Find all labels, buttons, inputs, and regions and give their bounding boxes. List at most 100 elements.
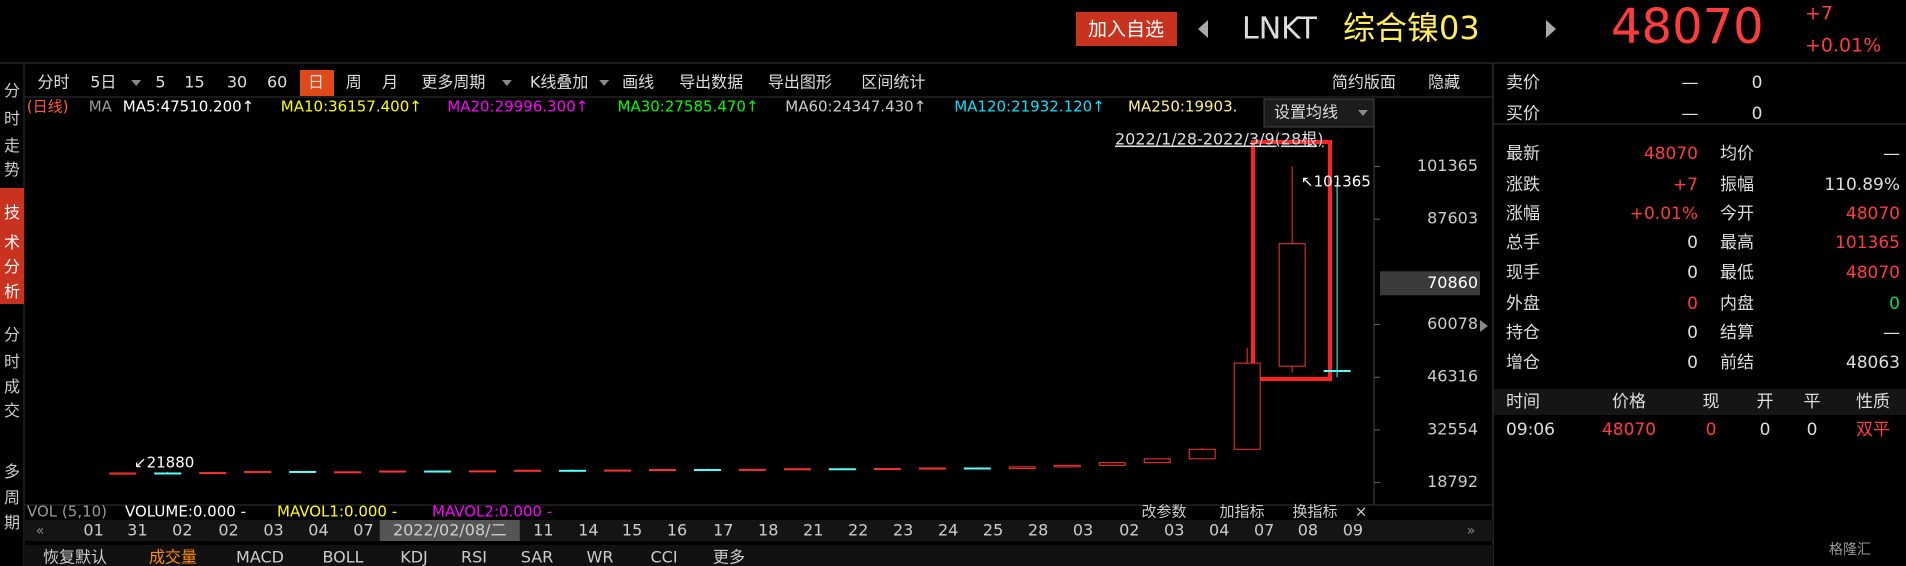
trade-cell: 0: [1706, 420, 1717, 440]
indicator-tab[interactable]: 更多: [713, 548, 745, 566]
candle-body: [244, 470, 272, 474]
toolbar-button[interactable]: 隐藏: [1428, 73, 1460, 92]
trade-cell: 09:06: [1506, 420, 1555, 440]
side-tab[interactable]: 分时成交: [4, 325, 20, 420]
dropdown-arrow[interactable]: [501, 80, 512, 86]
ma-value: MA20:29996.300↑: [447, 98, 588, 116]
stat-label: 持仓: [1506, 323, 1540, 343]
stat-label: 内盘: [1720, 294, 1754, 314]
stat-value: 0: [1687, 353, 1698, 373]
ma-value: MA: [89, 98, 113, 116]
candle-body: [873, 468, 901, 471]
annotation: ↙21880: [134, 454, 194, 472]
next-arrow[interactable]: [1546, 20, 1556, 38]
dropdown-arrow[interactable]: [131, 80, 142, 86]
toolbar-button[interactable]: 画线: [622, 73, 654, 92]
x-tick-label: 04: [308, 521, 328, 540]
toolbar-button[interactable]: K线叠加: [530, 73, 589, 92]
stat-label: 最高: [1720, 233, 1754, 253]
x-tick-label: 31: [127, 521, 147, 540]
toolbar-button[interactable]: 5: [155, 73, 165, 92]
toolbar-button[interactable]: 区间统计: [861, 73, 925, 92]
toolbar-button[interactable]: 60: [267, 73, 287, 92]
dropdown-arrow[interactable]: [599, 80, 610, 86]
toolbar-button[interactable]: 30: [227, 73, 247, 92]
candle-body: [738, 468, 766, 471]
stat-label: 现手: [1506, 263, 1540, 283]
candle-body: [1188, 448, 1216, 460]
indicator-button[interactable]: ×: [1355, 503, 1368, 521]
toolbar-button[interactable]: 导出图形: [768, 73, 832, 92]
toolbar-button[interactable]: 导出数据: [679, 73, 743, 92]
panel-toggle[interactable]: [1480, 320, 1488, 332]
toolbar-button[interactable]: 更多周期: [421, 73, 485, 92]
stat-value: 48063: [1846, 353, 1900, 373]
stat-value: 0: [1687, 233, 1698, 253]
y-tick-label: 101365: [1417, 156, 1478, 175]
stat-label: 最低: [1720, 263, 1754, 283]
toolbar-button[interactable]: 15: [184, 73, 204, 92]
candle-body: [783, 468, 811, 471]
side-tab[interactable]: 技术分析: [4, 203, 20, 301]
stat-label: 涨幅: [1506, 204, 1540, 224]
toolbar-button[interactable]: 简约版面: [1332, 73, 1396, 92]
candle-body: [1143, 458, 1171, 464]
x-tick-label: 21: [803, 521, 823, 540]
candle-body: [693, 469, 721, 472]
side-tab[interactable]: 多周期: [4, 462, 20, 532]
watchlist-button[interactable]: 加入自选: [1088, 19, 1164, 41]
toolbar-button[interactable]: 5日: [90, 73, 116, 92]
x-tick-label: 18: [758, 521, 778, 540]
candle-body: [648, 469, 676, 472]
quote-volume: 0: [1752, 73, 1763, 93]
scroll-right[interactable]: »: [1467, 523, 1476, 539]
toolbar-button[interactable]: 分时: [37, 73, 69, 92]
trade-header: 现: [1703, 392, 1720, 412]
stat-label: 前结: [1720, 353, 1754, 373]
stat-label: 振幅: [1720, 175, 1754, 195]
toolbar-button[interactable]: 月: [382, 73, 398, 92]
quote-price: —: [1682, 104, 1699, 124]
candle-body: [1323, 370, 1351, 373]
ma-settings[interactable]: 设置均线: [1274, 103, 1338, 122]
indicator-tab[interactable]: CCI: [650, 548, 677, 566]
indicator-tab[interactable]: WR: [587, 548, 614, 566]
toolbar-button[interactable]: 周: [346, 73, 362, 92]
trade-header: 开: [1757, 392, 1774, 412]
watchlist-button-bg: [1076, 12, 1177, 46]
x-tick-label: 04: [1209, 521, 1229, 540]
scroll-left[interactable]: «: [36, 523, 45, 539]
volume-item: MAVOL1:0.000 -: [277, 503, 397, 521]
candle-body: [424, 470, 452, 473]
indicator-tab[interactable]: 成交量: [149, 548, 197, 566]
indicator-tab[interactable]: MACD: [236, 548, 284, 566]
indicator-tab[interactable]: 恢复默认: [43, 548, 107, 566]
trade-cell: 48070: [1602, 420, 1656, 440]
stat-value: 48070: [1644, 144, 1698, 164]
side-tab[interactable]: 分时走势: [4, 81, 20, 179]
trade-cell: 0: [1760, 420, 1771, 440]
last-price: 48070: [1611, 0, 1764, 55]
x-tick-label: 23: [893, 521, 913, 540]
indicator-tab[interactable]: KDJ: [400, 548, 428, 566]
trades-header-bg: [1494, 389, 1906, 415]
trade-header: 价格: [1612, 392, 1646, 412]
indicator-button[interactable]: 改参数: [1141, 503, 1186, 521]
stat-value: 0: [1687, 294, 1698, 314]
indicator-button[interactable]: 换指标: [1292, 503, 1337, 521]
stat-label: 总手: [1506, 233, 1540, 253]
indicator-tab[interactable]: SAR: [521, 548, 554, 566]
x-tick-label: 02: [218, 521, 238, 540]
stat-value: —: [1883, 323, 1900, 343]
toolbar-button[interactable]: 日: [308, 73, 324, 92]
dropdown-arrow[interactable]: [1358, 110, 1368, 116]
indicator-button[interactable]: 加指标: [1219, 503, 1264, 521]
candle-body: [514, 469, 542, 472]
indicator-tab[interactable]: RSI: [461, 548, 487, 566]
trade-cell: 双平: [1856, 420, 1890, 440]
prev-arrow[interactable]: [1198, 20, 1208, 38]
indicator-tab[interactable]: BOLL: [322, 548, 363, 566]
stat-label: 增仓: [1506, 353, 1540, 373]
volume-item: VOLUME:0.000 -: [125, 503, 246, 521]
